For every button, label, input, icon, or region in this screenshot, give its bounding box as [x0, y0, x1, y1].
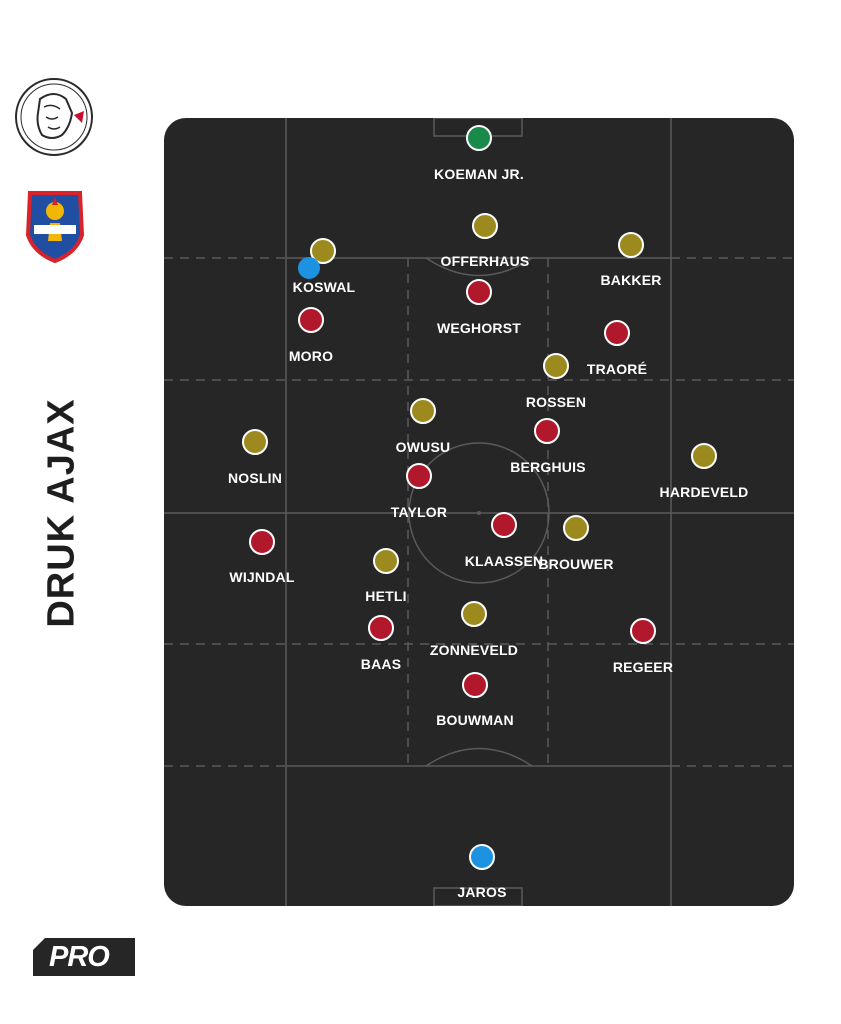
player-marker [491, 512, 517, 538]
player-marker [373, 548, 399, 574]
player-name: BROUWER [538, 556, 614, 572]
highlight-marker [298, 257, 320, 279]
player-name: TAYLOR [390, 504, 448, 520]
player-name: NOSLIN [227, 470, 283, 486]
player-name: WIJNDAL [229, 569, 295, 585]
player-name: BAKKER [600, 272, 662, 288]
player-marker [466, 279, 492, 305]
player-name: HETLI [365, 588, 407, 604]
player-name: OWUSU [395, 439, 451, 455]
player-name: BERGHUIS [510, 459, 586, 475]
player-marker [630, 618, 656, 644]
player-name: KOSWAL [292, 279, 356, 295]
player-marker [406, 463, 432, 489]
player-name: OFFERHAUS [440, 253, 530, 269]
pro-badge [33, 938, 135, 976]
player-name: JAROS [457, 884, 507, 900]
player-marker [368, 615, 394, 641]
player-marker [534, 418, 560, 444]
ajax-logo [15, 78, 93, 156]
pro-badge-label: PRO [49, 941, 110, 973]
player-name: KOEMAN JR. [434, 166, 524, 182]
player-marker [242, 429, 268, 455]
player-name: MORO [288, 348, 334, 364]
player-marker [604, 320, 630, 346]
player-name: KLAASSEN [464, 553, 544, 569]
player-marker [618, 232, 644, 258]
player-name: REGEER [612, 659, 674, 675]
page-title: DRUK AJAX [40, 398, 83, 628]
player-name: ZONNEVELD [429, 642, 519, 658]
player-marker [298, 307, 324, 333]
player-marker [249, 529, 275, 555]
telstar-logo [25, 191, 85, 263]
player-name: WEGHORST [436, 320, 522, 336]
player-marker [543, 353, 569, 379]
player-name: BOUWMAN [436, 712, 514, 728]
player-marker [691, 443, 717, 469]
player-name: HARDEVELD [659, 484, 749, 500]
player-marker [469, 844, 495, 870]
player-marker [563, 515, 589, 541]
player-name: TRAORÉ [586, 361, 648, 377]
player-name: ROSSEN [525, 394, 587, 410]
player-marker [466, 125, 492, 151]
player-marker [410, 398, 436, 424]
player-marker [462, 672, 488, 698]
player-marker [461, 601, 487, 627]
player-marker [472, 213, 498, 239]
player-name: BAAS [360, 656, 402, 672]
